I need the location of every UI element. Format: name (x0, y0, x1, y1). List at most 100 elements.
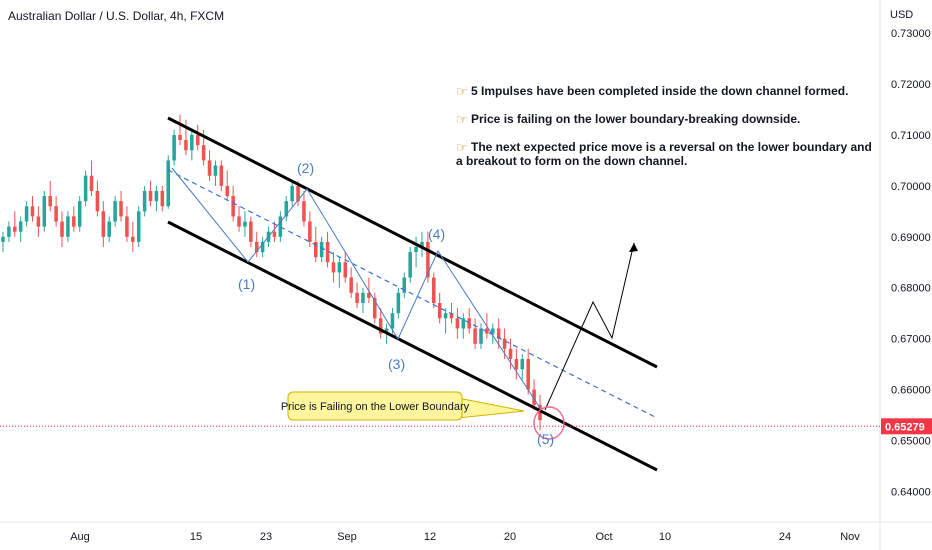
candle-body[interactable] (207, 160, 212, 176)
candle-body[interactable] (36, 216, 41, 227)
candle-body[interactable] (319, 241, 324, 258)
channel-upper-line[interactable] (167, 116, 658, 369)
candle-body[interactable] (432, 277, 436, 304)
candle-body[interactable] (243, 221, 247, 227)
candle-body[interactable] (54, 206, 58, 222)
candle-body[interactable] (254, 241, 259, 253)
candle-body[interactable] (367, 292, 371, 298)
candle-body[interactable] (148, 190, 153, 202)
projection-path[interactable] (544, 242, 635, 411)
candle-body[interactable] (89, 175, 94, 191)
candle-body[interactable] (7, 226, 11, 237)
candle-body[interactable] (60, 221, 64, 237)
candle-body[interactable] (18, 221, 23, 232)
callout-box[interactable] (287, 391, 463, 421)
candle-body[interactable] (219, 165, 224, 186)
candle-body[interactable] (526, 359, 530, 390)
candle-body[interactable] (154, 190, 159, 202)
candle-body[interactable] (278, 216, 283, 237)
candle-body[interactable] (166, 160, 171, 207)
candle-body[interactable] (160, 190, 165, 207)
candle-body[interactable] (125, 216, 129, 237)
candle-body[interactable] (396, 292, 401, 314)
candle-body[interactable] (101, 211, 106, 237)
candle-body[interactable] (13, 226, 17, 232)
candle-body[interactable] (420, 241, 424, 247)
candle-body[interactable] (195, 134, 200, 146)
candle-body[interactable] (402, 277, 407, 293)
candle-body[interactable] (414, 246, 418, 253)
candle-body[interactable] (325, 241, 330, 263)
candle-body[interactable] (461, 318, 466, 329)
candle-body[interactable] (313, 241, 318, 258)
candle-body[interactable] (249, 221, 253, 242)
y-axis[interactable]: 0.73000 0.72000 0.71000 0.70000 0.69000 0.680… (891, 28, 931, 498)
candle-body[interactable] (24, 206, 29, 222)
candle-body[interactable] (72, 216, 76, 227)
candle-body[interactable] (83, 175, 88, 202)
candle-body[interactable] (107, 221, 111, 237)
candle-body[interactable] (77, 201, 82, 227)
candle-body[interactable] (142, 190, 147, 212)
candle-body[interactable] (372, 297, 377, 319)
candle-body[interactable] (284, 201, 289, 217)
candle-body[interactable] (178, 134, 182, 141)
candle-body[interactable] (231, 196, 235, 217)
candle-body[interactable] (308, 221, 312, 242)
candle-body[interactable] (491, 328, 495, 334)
candle-body[interactable] (449, 313, 454, 319)
candle-body[interactable] (1, 236, 5, 242)
channel-lower-line[interactable] (167, 220, 658, 472)
candle-body[interactable] (113, 201, 117, 222)
wave-path[interactable] (171, 167, 541, 409)
candle-body[interactable] (508, 348, 513, 360)
candle-body[interactable] (355, 292, 359, 304)
candle-body[interactable] (390, 313, 395, 329)
channel-midline[interactable] (167, 169, 658, 419)
candle-body[interactable] (225, 185, 230, 197)
candle-body[interactable] (520, 359, 525, 370)
candle-body[interactable] (302, 201, 306, 222)
x-axis[interactable]: Aug 15 23 Sep 12 20 Oct 10 24 Nov (70, 531, 860, 543)
candle-body[interactable] (172, 134, 176, 161)
candle-body[interactable] (485, 328, 489, 334)
candle-body[interactable] (260, 241, 265, 253)
candle-body[interactable] (514, 359, 519, 370)
candle-body[interactable] (237, 216, 241, 227)
candle-body[interactable] (455, 318, 460, 329)
candle-body[interactable] (272, 231, 277, 237)
candle-body[interactable] (378, 318, 383, 334)
candle-body[interactable] (201, 145, 206, 161)
plot-area[interactable] (0, 0, 880, 522)
candle-body[interactable] (30, 206, 35, 217)
candle-body[interactable] (131, 236, 135, 242)
candle-body[interactable] (48, 196, 52, 207)
candle-body[interactable] (443, 313, 448, 319)
candle-body[interactable] (296, 185, 300, 202)
candle-body[interactable] (119, 201, 123, 217)
current-price-tag[interactable] (881, 418, 932, 435)
highlight-circle[interactable] (533, 406, 565, 440)
candle-body[interactable] (502, 338, 507, 349)
candle-body[interactable] (437, 303, 442, 319)
candle-body[interactable] (213, 165, 218, 176)
candle-body[interactable] (184, 140, 188, 151)
candle-body[interactable] (190, 134, 194, 151)
candle-body[interactable] (496, 328, 501, 339)
candle-body[interactable] (290, 185, 294, 202)
candle-body[interactable] (331, 262, 336, 273)
candle-body[interactable] (361, 292, 365, 304)
candle-body[interactable] (136, 211, 141, 242)
candle-body[interactable] (384, 328, 389, 334)
candle-body[interactable] (479, 328, 483, 344)
candle-body[interactable] (337, 262, 342, 273)
candle-body[interactable] (538, 404, 542, 421)
candle-body[interactable] (66, 216, 70, 237)
candle-body[interactable] (95, 190, 100, 212)
candle-body[interactable] (426, 241, 430, 278)
candle-body[interactable] (343, 262, 348, 278)
candle-body[interactable] (349, 277, 353, 293)
candle-body[interactable] (408, 252, 412, 278)
candle-body[interactable] (473, 328, 477, 344)
candle-body[interactable] (42, 196, 47, 227)
